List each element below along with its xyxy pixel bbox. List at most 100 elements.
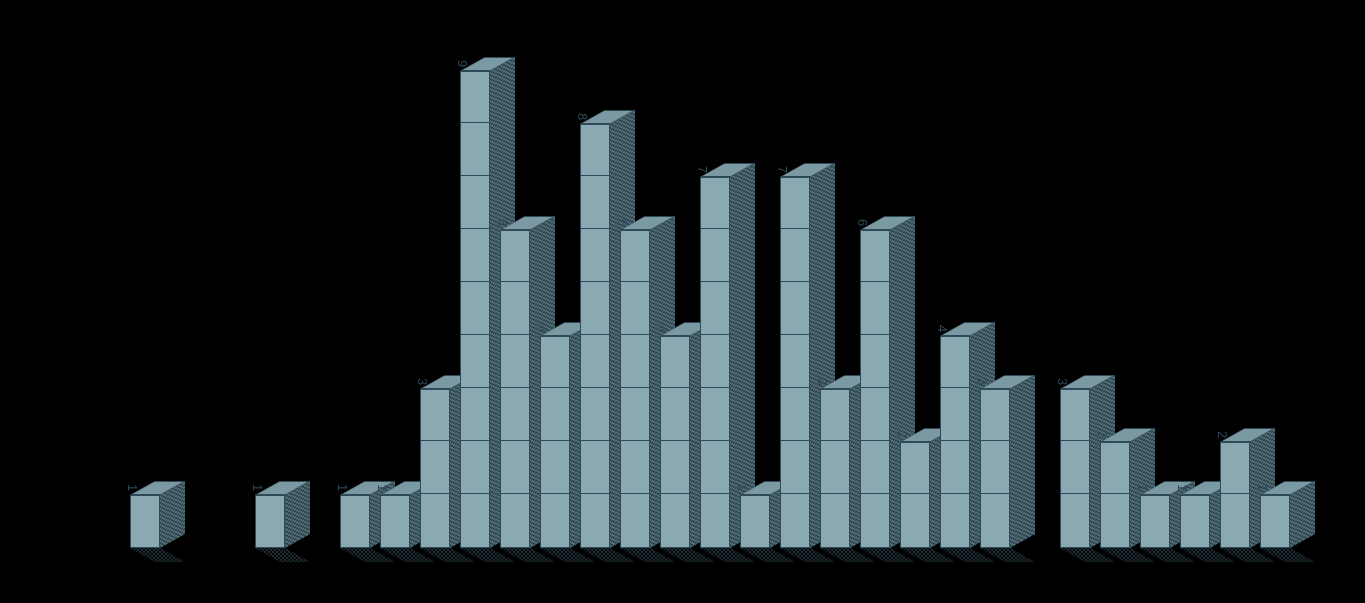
bar-value-label: 3 bbox=[415, 378, 430, 385]
bar-segment-line bbox=[501, 440, 531, 441]
bar-base-shadow bbox=[255, 548, 310, 562]
bar-segment-line bbox=[701, 281, 731, 282]
bar-front bbox=[420, 389, 450, 548]
bar: 1 bbox=[1260, 481, 1315, 548]
bar-segment-line bbox=[1061, 493, 1091, 494]
bar-front bbox=[580, 124, 610, 548]
bar-value-label: 4 bbox=[935, 325, 950, 332]
bar-segment-line bbox=[901, 493, 931, 494]
bar-value-label: 3 bbox=[975, 378, 990, 385]
bar-front bbox=[460, 71, 490, 548]
bar-value-label: 4 bbox=[535, 325, 550, 332]
bar-front bbox=[980, 389, 1010, 548]
bar-segment-line bbox=[1061, 440, 1091, 441]
bar-segment-line bbox=[661, 493, 691, 494]
bar-front bbox=[1100, 442, 1130, 548]
bar-front bbox=[620, 230, 650, 548]
bar-value-label: 2 bbox=[895, 431, 910, 438]
bar-front bbox=[780, 177, 810, 548]
bar-segment-line bbox=[861, 334, 891, 335]
bar-segment-line bbox=[461, 493, 491, 494]
bar-segment-line bbox=[1221, 493, 1251, 494]
bar-front bbox=[130, 495, 160, 548]
bar-value-label: 8 bbox=[575, 113, 590, 120]
bar-value-label: 1 bbox=[125, 484, 140, 491]
bar-value-label: 1 bbox=[375, 484, 390, 491]
bar-segment-line bbox=[461, 281, 491, 282]
bar-value-label: 1 bbox=[335, 484, 350, 491]
bar-front bbox=[1260, 495, 1290, 548]
bar-value-label: 3 bbox=[1055, 378, 1070, 385]
bar-segment-line bbox=[781, 493, 811, 494]
bar-front bbox=[255, 495, 285, 548]
bar-segment-line bbox=[501, 387, 531, 388]
bar-segment-line bbox=[941, 440, 971, 441]
bar: 3 bbox=[980, 375, 1035, 548]
bar-front bbox=[1180, 495, 1210, 548]
bar-front bbox=[860, 230, 890, 548]
bar-segment-line bbox=[861, 387, 891, 388]
bar-segment-line bbox=[621, 387, 651, 388]
bar-side bbox=[1010, 375, 1035, 548]
bar-segment-line bbox=[621, 440, 651, 441]
bar-segment-line bbox=[981, 493, 1011, 494]
bar-front bbox=[740, 495, 770, 548]
bar-segment-line bbox=[581, 334, 611, 335]
bar-front bbox=[1140, 495, 1170, 548]
bar-front bbox=[660, 336, 690, 548]
bar-front bbox=[700, 177, 730, 548]
bar-segment-line bbox=[461, 387, 491, 388]
bar-segment-line bbox=[461, 228, 491, 229]
bar-front bbox=[940, 336, 970, 548]
bar-segment-line bbox=[821, 440, 851, 441]
bar-segment-line bbox=[581, 228, 611, 229]
bar-value-label: 6 bbox=[855, 219, 870, 226]
bar-segment-line bbox=[981, 440, 1011, 441]
bar-value-label: 6 bbox=[615, 219, 630, 226]
bar-segment-line bbox=[781, 387, 811, 388]
bar-value-label: 1 bbox=[735, 484, 750, 491]
bar-segment-line bbox=[781, 334, 811, 335]
bar-segment-line bbox=[501, 493, 531, 494]
bar-segment-line bbox=[581, 175, 611, 176]
bar-segment-line bbox=[501, 281, 531, 282]
bar-segment-line bbox=[701, 387, 731, 388]
bar-segment-line bbox=[421, 440, 451, 441]
bar-segment-line bbox=[461, 334, 491, 335]
bar-value-label: 6 bbox=[495, 219, 510, 226]
bar-value-label: 4 bbox=[655, 325, 670, 332]
bar-segment-line bbox=[581, 440, 611, 441]
bar: 1 bbox=[255, 481, 310, 548]
bar-segment-line bbox=[541, 387, 571, 388]
bar-segment-line bbox=[861, 493, 891, 494]
bar-segment-line bbox=[541, 440, 571, 441]
bar-segment-line bbox=[581, 387, 611, 388]
bar: 1 bbox=[130, 481, 185, 548]
bar-segment-line bbox=[421, 493, 451, 494]
bar-front bbox=[540, 336, 570, 548]
bar-front bbox=[380, 495, 410, 548]
bar-front bbox=[340, 495, 370, 548]
bar-value-label: 2 bbox=[1095, 431, 1110, 438]
bar-segment-line bbox=[701, 493, 731, 494]
bar-segment-line bbox=[581, 281, 611, 282]
bar-segment-line bbox=[861, 440, 891, 441]
bar-segment-line bbox=[621, 334, 651, 335]
bar-value-label: 9 bbox=[455, 60, 470, 67]
bar-value-label: 7 bbox=[695, 166, 710, 173]
bar-segment-line bbox=[861, 281, 891, 282]
bar-segment-line bbox=[461, 175, 491, 176]
bar-front bbox=[820, 389, 850, 548]
bar-front bbox=[1220, 442, 1250, 548]
bar-segment-line bbox=[1101, 493, 1131, 494]
bar-segment-line bbox=[661, 387, 691, 388]
bar-front bbox=[1060, 389, 1090, 548]
bar-value-label: 2 bbox=[1215, 431, 1230, 438]
bar-base-shadow bbox=[130, 548, 185, 562]
bar-segment-line bbox=[581, 493, 611, 494]
bar-front bbox=[500, 230, 530, 548]
bar-segment-line bbox=[781, 228, 811, 229]
bar-segment-line bbox=[941, 493, 971, 494]
bar-segment-line bbox=[781, 440, 811, 441]
bar-value-label: 7 bbox=[775, 166, 790, 173]
